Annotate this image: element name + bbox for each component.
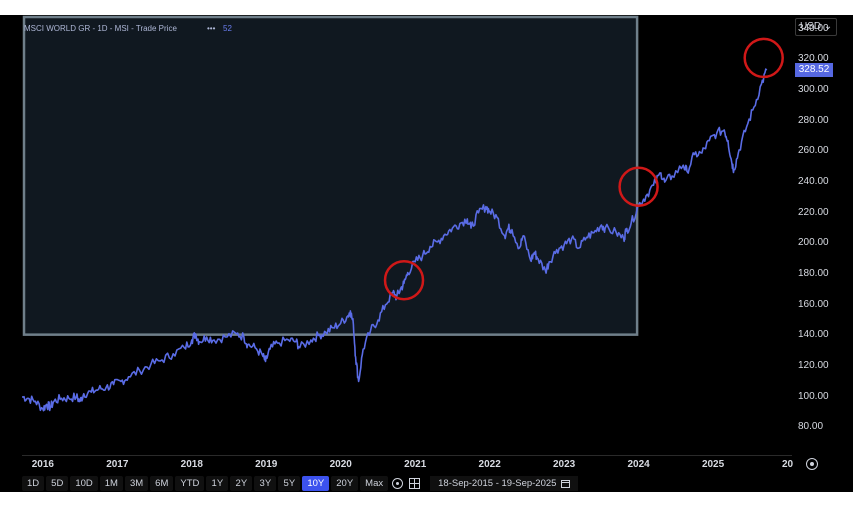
currency-selector[interactable]: USD ⌄: [795, 18, 838, 36]
x-tick-label: 2017: [106, 459, 129, 470]
y-tick-label: 180.00: [798, 268, 829, 280]
circle-annotation-2021: [383, 259, 425, 301]
y-tick-label: 140.00: [798, 329, 829, 341]
y-tick-label: 80.00: [798, 421, 824, 433]
calendar-icon: [561, 479, 571, 488]
x-tick-label: 2024: [627, 459, 650, 470]
x-tick-label: 2016: [31, 459, 54, 470]
range-button-3m[interactable]: 3M: [124, 476, 149, 491]
annotation-layer: [22, 15, 639, 336]
x-tick-label: 2021: [404, 459, 427, 470]
time-axis[interactable]: 2016 2017 2018 2019 2020 2021 2022 2023 2024 2025…: [22, 455, 794, 474]
range-button-10y[interactable]: 10Y: [302, 476, 330, 491]
range-button-3y[interactable]: 3Y: [254, 476, 277, 491]
circle-layer: [383, 37, 784, 301]
range-button-5d[interactable]: 5D: [46, 476, 69, 491]
y-tick-label: 280.00: [798, 114, 829, 126]
ellipsis-icon[interactable]: •••: [207, 24, 216, 33]
price-axis[interactable]: USD ⌄ 340.00 320.00 300.00 280.00 260.00 240.…: [792, 15, 853, 455]
currency-label: USD: [800, 21, 822, 32]
range-button-20y[interactable]: 20Y: [331, 476, 359, 491]
range-button-2y[interactable]: 2Y: [230, 476, 253, 491]
range-button-1d[interactable]: 1D: [22, 476, 45, 491]
range-button-ytd[interactable]: YTD: [175, 476, 205, 491]
circle-annotation-2024: [618, 166, 659, 207]
y-tick-label: 220.00: [798, 206, 829, 218]
series-line[interactable]: [22, 68, 768, 412]
date-range-text: 18-Sep-2015 - 19-Sep-2025: [438, 478, 557, 489]
range-button-5y[interactable]: 5Y: [278, 476, 301, 491]
x-tick-label: 2020: [329, 459, 352, 470]
range-button-10d[interactable]: 10D: [70, 476, 98, 491]
date-range-picker[interactable]: 18-Sep-2015 - 19-Sep-2025: [430, 476, 579, 491]
legend-label: MSCI WORLD GR - 1D - MSI - Trade Price: [24, 24, 177, 33]
axis-settings-icon[interactable]: [806, 458, 818, 470]
highlight-rectangle: [22, 15, 639, 336]
y-tick-label: 100.00: [798, 390, 829, 402]
chart-panel: MSCI WORLD GR - 1D - MSI - Trade Price •…: [0, 15, 853, 492]
y-tick-label: 160.00: [798, 298, 829, 310]
y-tick-label: 300.00: [798, 84, 829, 96]
x-tick-label: 2023: [553, 459, 576, 470]
x-tick-label: 2025: [701, 459, 725, 470]
y-tick-label: 120.00: [798, 360, 829, 372]
x-tick-label: 2022: [478, 459, 501, 470]
circle-annotation-2025: [743, 37, 784, 79]
range-toolbar: 1D 5D 10D 1M 3M 6M YTD 1Y 2Y 3Y 5Y 10Y 20Y Max 18-Sep…: [22, 475, 792, 492]
y-tick-label: 260.00: [798, 145, 829, 157]
y-tick-label: 340.00: [798, 22, 829, 34]
plot-area[interactable]: MSCI WORLD GR - 1D - MSI - Trade Price •…: [22, 15, 792, 455]
legend-value: 52: [223, 24, 232, 33]
y-tick-label: 240.00: [798, 176, 829, 188]
range-button-6m[interactable]: 6M: [150, 476, 174, 491]
line-layer: [22, 68, 768, 412]
range-button-1y[interactable]: 1Y: [206, 476, 229, 491]
price-chart: MSCI WORLD GR - 1D - MSI - Trade Price •…: [22, 15, 784, 412]
y-tick-label: 200.00: [798, 237, 829, 249]
range-button-1m[interactable]: 1M: [99, 476, 123, 491]
range-buttons: 1D 5D 10D 1M 3M 6M YTD 1Y 2Y 3Y 5Y 10Y 20Y Max: [22, 476, 390, 491]
last-price-label: 328.52: [795, 63, 833, 78]
chevron-down-icon: ⌄: [823, 21, 833, 32]
x-tick-label: 2018: [180, 459, 203, 470]
settings-icon[interactable]: [392, 478, 404, 489]
x-tick-label: 20: [781, 459, 794, 470]
table-icon[interactable]: [409, 478, 421, 489]
y-tick-label: 320.00: [798, 53, 829, 65]
range-button-max[interactable]: Max: [360, 476, 389, 491]
x-tick-label: 2019: [255, 459, 278, 470]
